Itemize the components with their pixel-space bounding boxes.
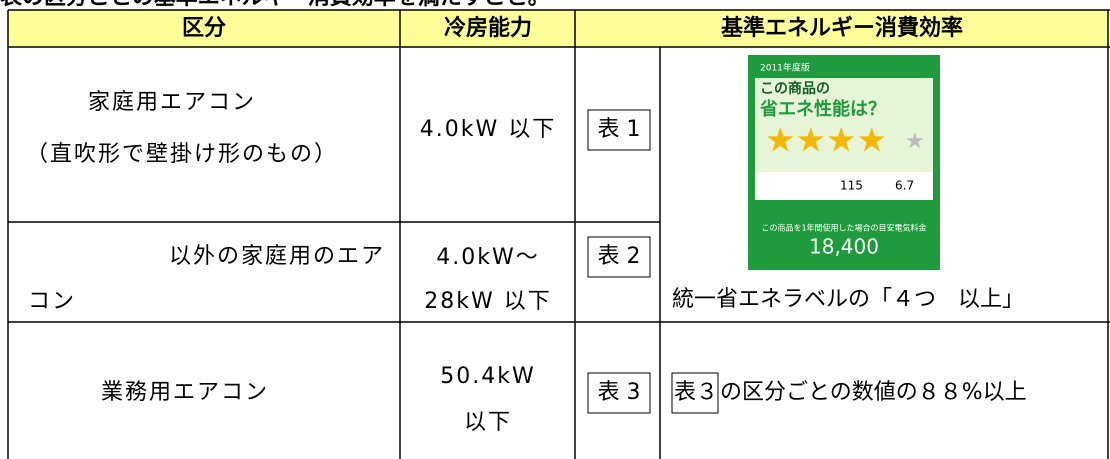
heading: 表の区分ごとの基準エネルギー消費効率を満たすこと。 [0, 0, 550, 10]
label-cost: 18,400 [809, 235, 879, 259]
capacity: 50.4kW [440, 364, 535, 389]
ref-box [671, 372, 719, 414]
capacity: 4.0kW 以下 [420, 117, 556, 142]
category: コン [28, 289, 76, 314]
ref-box [587, 109, 651, 151]
label-rate: 115 [840, 179, 863, 193]
label-apf: 6.7 [895, 179, 914, 193]
capacity: 以下 [464, 410, 512, 435]
label-stars: ★★★★ [765, 121, 887, 161]
header-cell: 基準エネルギー消費効率 [721, 15, 963, 41]
header-cell: 区分 [182, 16, 226, 41]
ref: 表 1 [598, 117, 641, 142]
standard-ref: 表３ [674, 380, 718, 405]
energy-label: 2011年度版 この商品の 省エネ性能は？ ★★★★ ★ 115 6.7 この商… [748, 55, 940, 270]
header-bg [8, 10, 1108, 47]
category: 業務用エアコン [101, 380, 269, 405]
label-text: 省エネ性能は？ [759, 98, 886, 120]
label-year: 2011年度版 [760, 62, 810, 74]
standard: の区分ごとの数値の８８%以上 [720, 380, 1027, 405]
ref-box [587, 236, 651, 278]
category: 家庭用エアコン [88, 90, 256, 115]
capacity: 4.0kW～ [436, 245, 539, 270]
category-note: （直吹形で壁掛け形のもの） [26, 142, 338, 167]
ref-box [587, 372, 651, 414]
header-cell: 冷房能力 [444, 15, 532, 41]
ref: 表 3 [598, 380, 641, 405]
ref: 表 2 [598, 244, 641, 269]
label-text: この商品の [760, 80, 830, 97]
category: 以外の家庭用のエア [169, 244, 385, 269]
capacity: 28kW 以下 [424, 289, 551, 314]
label-stars: ★ [905, 129, 925, 154]
standard: 統一省エネラベルの「４つ 以上」 [672, 287, 1024, 312]
label-caption: この商品を1年間使用した場合の目安電気料金 [761, 223, 926, 233]
label-panel [755, 172, 933, 200]
